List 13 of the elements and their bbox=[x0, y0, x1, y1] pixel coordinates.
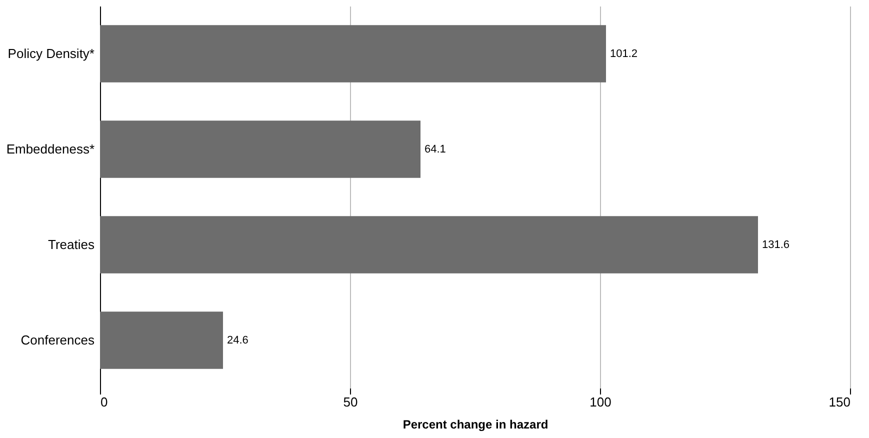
x-tick-label: 0 bbox=[100, 394, 108, 410]
x-tick-label: 100 bbox=[590, 394, 612, 410]
y-tick-label: Embeddeness* bbox=[6, 141, 94, 156]
data-label: 24.6 bbox=[227, 334, 248, 346]
x-axis-title: Percent change in hazard bbox=[402, 418, 548, 432]
data-label: 64.1 bbox=[424, 143, 446, 156]
x-tick-label: 150 bbox=[828, 394, 850, 410]
data-label: 131.6 bbox=[762, 238, 790, 251]
y-tick-label: Treaties bbox=[48, 236, 95, 252]
data-label: 101.2 bbox=[610, 48, 638, 60]
x-tick-label: 50 bbox=[343, 394, 358, 410]
y-tick-label: Conferences bbox=[20, 332, 95, 348]
y-tick-label: Policy Density* bbox=[8, 46, 94, 61]
